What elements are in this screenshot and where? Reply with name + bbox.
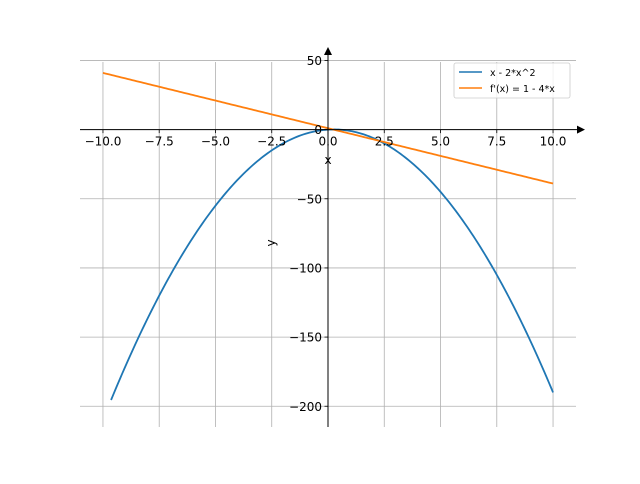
y-tick-label: −150 (289, 331, 322, 345)
x-tick-label: 2.5 (375, 135, 394, 149)
y-tick-label: 0 (314, 123, 322, 137)
legend-label-1: f'(x) = 1 - 4*x (490, 84, 555, 95)
legend-frame (453, 62, 571, 99)
y-tick-label: −200 (289, 400, 322, 414)
x-tick-label: 10.0 (540, 135, 567, 149)
ticks: −10.0 −7.5 −5.0 −2.5 0.0 2.5 5.0 7.5 10.0 50 0 −50 −… (85, 54, 567, 414)
y-axis-arrow-icon (324, 47, 332, 55)
x-axis-arrow-icon (577, 125, 585, 134)
legend: x - 2*x^2 f'(x) = 1 - 4*x (453, 62, 571, 99)
x-tick-label: −2.5 (257, 135, 286, 149)
y-tick-label: 50 (307, 54, 322, 68)
x-tick-label: 0.0 (318, 135, 337, 149)
series-line-0 (110, 128, 554, 401)
x-tick-label: −5.0 (201, 135, 230, 149)
x-axis-label: x (324, 153, 331, 167)
axes (80, 47, 585, 427)
x-tick-label: −10.0 (85, 135, 122, 149)
x-tick-label: 7.5 (487, 135, 506, 149)
legend-label-0: x - 2*x^2 (490, 68, 536, 79)
y-tick-label: −50 (297, 192, 322, 206)
x-tick-label: 5.0 (431, 135, 450, 149)
y-axis-label: y (264, 239, 278, 246)
y-tick-label: −100 (289, 261, 322, 275)
x-tick-label: −7.5 (145, 135, 174, 149)
